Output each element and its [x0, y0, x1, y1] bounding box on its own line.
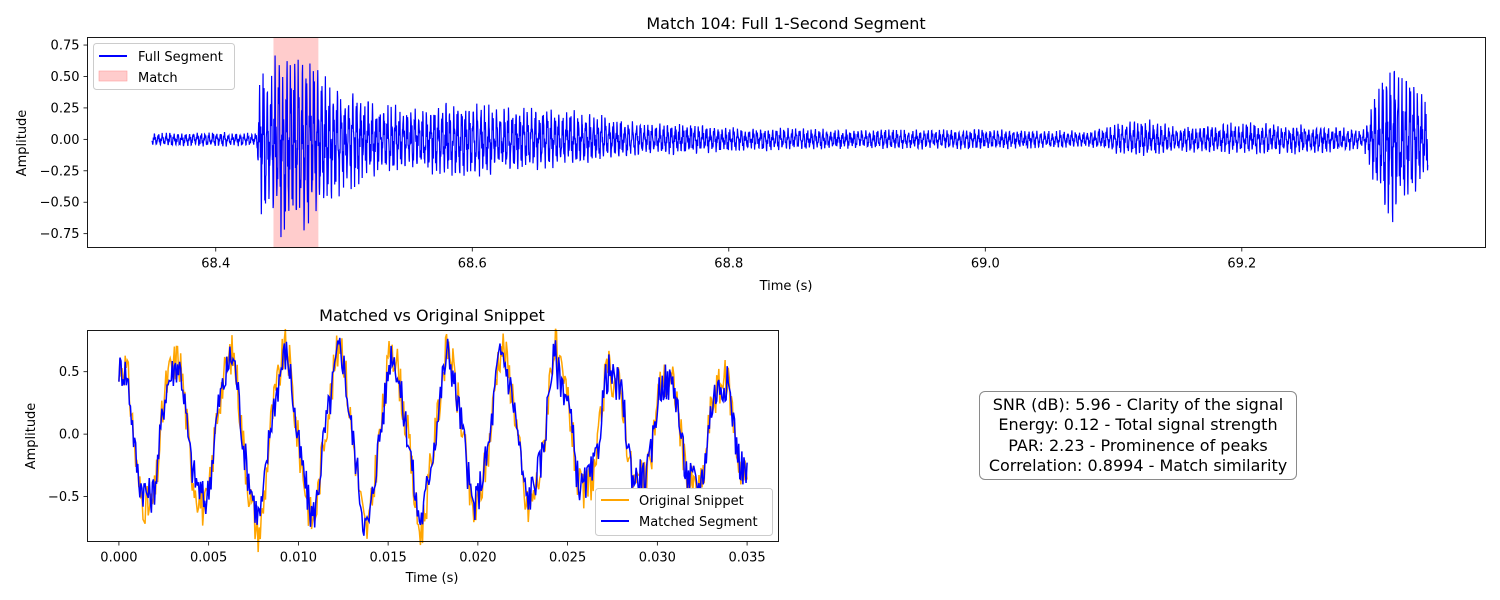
top-x-tick-label: 69.0	[971, 257, 1000, 272]
metric-correlation: Correlation: 0.8994 - Match similarity	[988, 456, 1288, 475]
top-y-tick-label: 0.75	[51, 39, 80, 54]
series-matched-segment	[118, 337, 748, 536]
bottom-y-axis-label: Amplitude	[24, 403, 39, 470]
bottom-x-tick-label: 0.005	[190, 551, 227, 566]
top-x-tick-label: 69.2	[1227, 257, 1256, 272]
bottom-x-tick-label: 0.020	[459, 551, 496, 566]
metric-par: PAR: 2.23 - Prominence of peaks	[1008, 435, 1268, 455]
top-x-tick-label: 68.8	[714, 257, 743, 272]
top-legend: Full Segment Match	[93, 43, 235, 90]
full-segment-chart: Match 104: Full 1-Second Segment 68.4 68.…	[15, 14, 1486, 294]
series-full-segment	[151, 55, 1429, 238]
metric-snr: SNR (dB): 5.96 - Clarity of the signal	[992, 394, 1284, 414]
bottom-x-tick-label: 0.030	[639, 551, 676, 566]
bottom-y-tick-label: 0.5	[59, 365, 80, 380]
top-plot-frame	[87, 37, 1486, 248]
top-chart-title: Match 104: Full 1-Second Segment	[646, 14, 925, 33]
bottom-plot-frame	[87, 330, 779, 542]
signal-metrics-box: SNR (dB): 5.96 - Clarity of the signal E…	[979, 391, 1297, 480]
top-y-tick-label: 0.50	[51, 70, 80, 85]
top-y-tick-label: 0.00	[51, 133, 80, 148]
legend-label-original-snippet: Original Snippet	[639, 494, 744, 509]
top-y-tick-label: −0.50	[40, 196, 80, 211]
top-y-axis-label: Amplitude	[15, 110, 30, 177]
top-y-tick-label: −0.75	[40, 227, 80, 242]
bottom-x-tick-label: 0.015	[370, 551, 407, 566]
bottom-x-axis-label: Time (s)	[405, 571, 459, 586]
legend-label-matched-segment: Matched Segment	[639, 515, 758, 530]
top-y-tick-label: −0.25	[40, 164, 80, 179]
bottom-y-ticks: −0.5 0.0 0.5	[48, 365, 88, 505]
bottom-legend-frame	[595, 488, 773, 536]
top-y-ticks: −0.75 −0.50 −0.25 0.00 0.25 0.50 0.75	[40, 39, 88, 242]
legend-label-match: Match	[138, 71, 178, 86]
top-x-tick-label: 68.4	[201, 257, 230, 272]
top-y-tick-label: 0.25	[51, 101, 80, 116]
bottom-chart-title: Matched vs Original Snippet	[319, 306, 545, 325]
top-x-tick-label: 68.6	[458, 257, 487, 272]
top-x-axis-label: Time (s)	[759, 279, 813, 294]
bottom-legend: Original Snippet Matched Segment	[595, 488, 773, 536]
bottom-y-tick-label: 0.0	[59, 428, 80, 443]
top-legend-frame	[93, 43, 235, 90]
snippet-comparison-chart: Matched vs Original Snippet 0.000 0.005 0.…	[24, 306, 779, 586]
bottom-x-tick-label: 0.035	[728, 551, 765, 566]
metric-energy: Energy: 0.12 - Total signal strength	[998, 415, 1278, 434]
top-x-ticks: 68.4 68.6 68.8 69.0 69.2	[201, 247, 1256, 272]
bottom-x-ticks: 0.000 0.005 0.010 0.015 0.020 0.025 0.030 0.035	[100, 541, 766, 566]
bottom-x-tick-label: 0.010	[280, 551, 317, 566]
legend-label-full-segment: Full Segment	[138, 50, 223, 65]
bottom-x-tick-label: 0.000	[100, 551, 137, 566]
legend-swatch-match	[98, 70, 128, 82]
bottom-x-tick-label: 0.025	[549, 551, 586, 566]
bottom-y-tick-label: −0.5	[48, 490, 80, 505]
